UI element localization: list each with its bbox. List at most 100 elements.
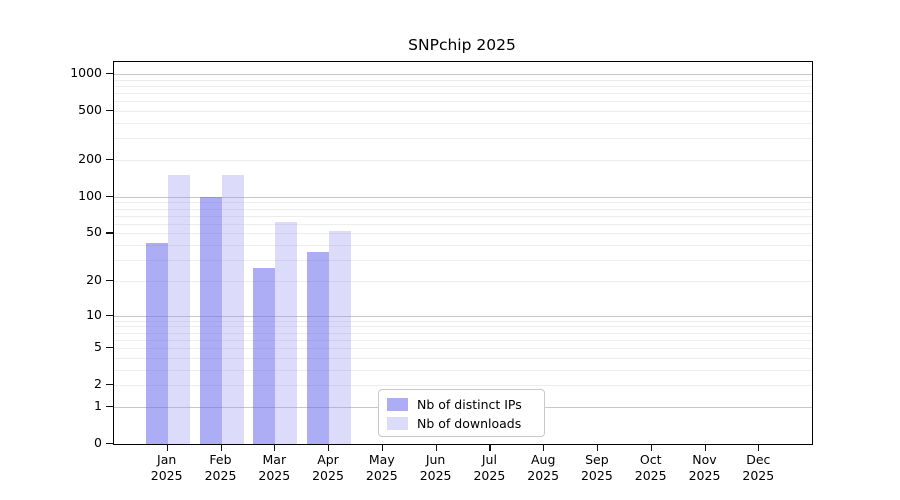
y-tick-label: 100: [78, 187, 102, 203]
gridline-major: [114, 315, 812, 317]
x-tick-label-mar: Mar 2025: [244, 452, 304, 484]
y-tick-mark: [106, 195, 113, 197]
x-tick-year: 2025: [527, 468, 560, 483]
x-tick-year: 2025: [473, 468, 506, 483]
bar-downloads-mar: [275, 222, 298, 444]
gridline-minor: [114, 123, 812, 124]
x-tick-label-nov: Nov 2025: [675, 452, 735, 484]
y-tick-label: 1000: [70, 65, 102, 80]
x-tick-mark: [596, 444, 599, 451]
y-tick-mark: [106, 232, 113, 234]
gridline-minor: [114, 326, 812, 328]
y-tick-label: 10: [86, 306, 102, 322]
gridline-minor: [114, 202, 812, 204]
legend-label-downloads: Nb of downloads: [417, 415, 522, 431]
gridline-minor: [114, 101, 812, 103]
gridline-minor: [114, 369, 812, 371]
x-tick-mark: [758, 444, 760, 451]
gridline-minor: [114, 245, 812, 247]
y-tick-label: 500: [78, 102, 102, 118]
x-tick-label-jan: Jan 2025: [137, 452, 197, 484]
legend-item-downloads: Nb of downloads: [387, 415, 522, 431]
x-tick-year: 2025: [419, 468, 452, 483]
gridline-minor: [114, 160, 812, 161]
bar-downloads-jan: [167, 175, 190, 444]
gridline-minor: [114, 320, 812, 322]
x-tick-year: 2025: [688, 468, 721, 483]
gridline-minor: [114, 233, 812, 235]
x-tick-mark: [650, 444, 652, 451]
x-tick-mark: [704, 444, 706, 451]
x-tick-label-jul: Jul 2025: [459, 452, 519, 484]
x-tick-year: 2025: [365, 468, 398, 483]
x-tick-month: Mar: [262, 452, 287, 467]
x-tick-month: Nov: [692, 452, 717, 467]
x-tick-mark: [166, 444, 168, 451]
y-tick-mark: [106, 314, 113, 316]
x-tick-mark: [489, 444, 491, 451]
bar-distinct-ips-jan: [145, 242, 168, 444]
legend-swatch-downloads: [387, 416, 408, 430]
legend-item-distinct-ips: Nb of distinct IPs: [387, 396, 522, 412]
y-tick-label: 2: [94, 376, 102, 392]
x-tick-mark: [543, 444, 545, 451]
bar-downloads-feb: [221, 175, 244, 444]
legend-label-distinct-ips: Nb of distinct IPs: [417, 396, 522, 412]
x-tick-month: May: [368, 452, 395, 467]
gridline-minor: [114, 85, 812, 87]
y-tick-mark: [106, 159, 113, 161]
x-tick-mark: [435, 444, 437, 451]
y-tick-label: 200: [78, 151, 102, 166]
gridline-minor: [114, 79, 812, 81]
y-tick-mark: [106, 405, 113, 408]
x-tick-month: Aug: [530, 452, 556, 467]
gridline-minor: [114, 348, 812, 349]
bar-distinct-ips-mar: [253, 267, 276, 444]
x-tick-month: Apr: [317, 452, 339, 467]
x-tick-mark: [381, 444, 383, 451]
x-tick-mark: [220, 444, 222, 451]
x-tick-month: Dec: [746, 452, 771, 467]
gridline-minor: [114, 280, 812, 282]
y-tick-label: 5: [94, 339, 102, 354]
x-tick-month: Oct: [639, 452, 662, 467]
gridline-major: [114, 196, 812, 198]
y-tick-mark: [106, 73, 113, 75]
x-tick-label-dec: Dec 2025: [728, 452, 788, 484]
gridline-minor: [114, 357, 812, 359]
x-tick-year: 2025: [634, 468, 667, 483]
bar-distinct-ips-apr: [307, 252, 329, 444]
gridline-minor: [114, 93, 812, 95]
gridline-major: [114, 74, 812, 75]
gridline-minor: [114, 260, 812, 262]
gridline-minor: [114, 339, 812, 341]
y-tick-mark: [106, 279, 113, 282]
x-tick-month: Sep: [585, 452, 609, 467]
x-tick-month: Feb: [209, 452, 232, 467]
x-tick-mark: [328, 444, 330, 451]
gridline-minor: [114, 208, 812, 210]
gridline-minor: [114, 138, 812, 140]
y-tick-label: 20: [86, 271, 102, 287]
x-tick-year: 2025: [580, 468, 613, 483]
plot-area: [113, 61, 813, 445]
y-tick-mark: [106, 110, 113, 112]
x-tick-year: 2025: [258, 468, 291, 483]
x-tick-mark: [274, 444, 276, 451]
x-tick-label-jun: Jun 2025: [406, 452, 466, 484]
y-tick-label: 0: [94, 435, 102, 450]
x-tick-month: Jun: [425, 452, 446, 467]
chart-title: SNPchip 2025: [408, 36, 516, 54]
y-tick-label: 1: [94, 397, 102, 413]
x-tick-month: Jul: [481, 452, 497, 467]
x-tick-label-oct: Oct 2025: [621, 452, 681, 484]
y-tick-mark: [106, 347, 113, 349]
y-tick-label: 50: [86, 224, 102, 240]
legend-swatch-distinct-ips: [387, 397, 408, 411]
gridline-minor: [114, 215, 812, 217]
x-tick-year: 2025: [150, 468, 183, 483]
x-tick-label-sep: Sep 2025: [567, 452, 627, 484]
x-tick-month: Jan: [157, 452, 177, 467]
gridline-minor: [114, 111, 812, 113]
